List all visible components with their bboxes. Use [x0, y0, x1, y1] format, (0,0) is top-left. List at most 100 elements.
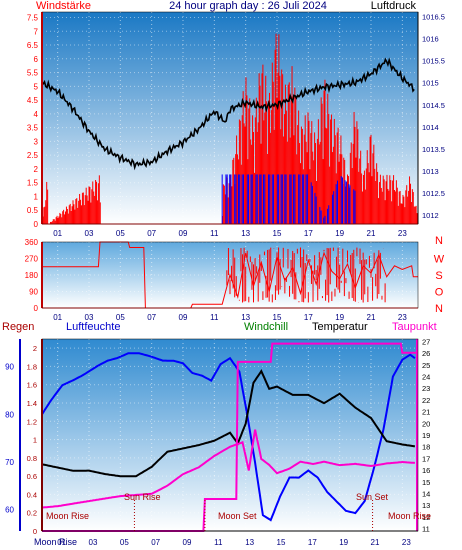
temperature-tick-label: 18	[422, 443, 430, 452]
hour-tick-label: 07	[151, 538, 160, 547]
pressure-tick-label: 1014	[422, 123, 439, 132]
rain-tick-label: 1.2	[27, 417, 37, 426]
hour-tick-label: 03	[85, 229, 94, 238]
hour-tick-label: 13	[241, 229, 250, 238]
hour-tick-label: 03	[89, 538, 98, 547]
temperature-tick-label: 15	[422, 478, 430, 487]
wind-tick-label: 6.5	[27, 41, 39, 50]
hour-tick-label: 05	[116, 313, 125, 322]
compass-label: O	[435, 287, 444, 299]
wind-tick-label: 1	[34, 192, 39, 201]
temperature-axis-title: Temperatur	[312, 321, 368, 333]
wind-tick-label: 0	[34, 220, 39, 229]
pressure-tick-label: 1016	[422, 35, 439, 44]
hour-tick-label: 11	[210, 229, 219, 238]
dewpoint-label: Taupunkt	[392, 321, 437, 333]
wind-tick-label: 3.5	[27, 124, 39, 133]
hour-tick-label: 23	[398, 313, 407, 322]
rain-tick-label: 0	[33, 527, 37, 536]
hour-tick-label: 23	[398, 229, 407, 238]
rain-tick-label: 1.4	[27, 399, 37, 408]
hour-tick-label: 03	[85, 313, 94, 322]
temperature-tick-label: 26	[422, 349, 430, 358]
moon-rise-label: Moon Rise	[46, 511, 89, 521]
temperature-tick-label: 24	[422, 372, 430, 381]
temperature-tick-label: 14	[422, 490, 430, 499]
temperature-tick-label: 19	[422, 431, 430, 440]
hour-tick-label: 01	[53, 313, 62, 322]
humidity-tick-label: 90	[5, 363, 14, 372]
pressure-tick-label: 1015.5	[422, 57, 445, 66]
temperature-tick-label: 13	[422, 501, 430, 510]
compass-label: W	[434, 254, 445, 266]
pressure-axis-title: Luftdruck	[371, 0, 417, 12]
temperature-tick-label: 23	[422, 384, 430, 393]
wind-tick-label: 2	[34, 165, 39, 174]
rain-tick-label: 1.6	[27, 381, 37, 390]
hour-tick-label: 17	[304, 313, 313, 322]
sun-rise-label: Sun Rise	[124, 492, 161, 502]
hour-tick-label: 13	[241, 313, 250, 322]
temperature-tick-label: 11	[422, 525, 430, 534]
hour-tick-label: 21	[371, 538, 380, 547]
temperature-tick-label: 16	[422, 466, 430, 475]
pressure-tick-label: 1012	[422, 211, 439, 220]
panel-frame	[41, 241, 419, 309]
compass-label: S	[435, 270, 442, 282]
temperature-humidity-panel	[42, 339, 418, 531]
hour-tick-label: 11	[214, 538, 223, 547]
wind-tick-label: 7	[34, 27, 39, 36]
humidity-axis-title: Luftfeuchte	[66, 321, 120, 333]
hour-tick-label: 07	[147, 313, 156, 322]
wind-tick-label: 3	[34, 137, 39, 146]
panel-frame	[41, 338, 419, 532]
hour-tick-label: 15	[273, 229, 282, 238]
pressure-tick-label: 1013.5	[422, 145, 445, 154]
hour-tick-label: 09	[183, 538, 192, 547]
humidity-tick-label: 60	[5, 506, 14, 515]
rain-tick-label: 0.8	[27, 454, 37, 463]
temperature-tick-label: 20	[422, 419, 430, 428]
temperature-tick-label: 21	[422, 408, 430, 417]
hour-tick-label: 17	[304, 229, 313, 238]
humidity-line	[41, 352, 416, 522]
wind-direction-spikes	[226, 247, 386, 303]
hour-tick-label: 09	[179, 313, 188, 322]
pressure-tick-label: 1013	[422, 167, 439, 176]
rain-axis-title: Regen	[2, 321, 34, 333]
hour-tick-label: 01	[53, 229, 62, 238]
pressure-line	[41, 57, 415, 171]
moon-rise-label-2: Moon Rise	[388, 511, 431, 521]
dewpoint-line	[41, 429, 415, 509]
pressure-tick-label: 1012.5	[422, 189, 445, 198]
wind-tick-label: 4	[34, 110, 39, 119]
direction-tick-label: 270	[25, 255, 39, 264]
hour-tick-label: 21	[367, 229, 376, 238]
rain-tick-label: 1	[33, 436, 37, 445]
rain-tick-label: 0.4	[27, 490, 37, 499]
hour-tick-label: 19	[339, 538, 348, 547]
humidity-tick-label: 70	[5, 458, 14, 467]
temperature-tick-label: 25	[422, 361, 430, 370]
hour-tick-label: 23	[402, 538, 411, 547]
humidity-tick-label: 80	[5, 410, 14, 419]
compass-label: N	[435, 303, 443, 315]
pressure-tick-label: 1016.5	[422, 12, 445, 21]
direction-tick-label: 360	[25, 238, 39, 247]
hour-tick-label: 19	[335, 229, 344, 238]
moon-set-label: Moon Set	[218, 511, 257, 521]
wind-tick-label: 6	[34, 55, 39, 64]
hour-tick-label: 21	[367, 313, 376, 322]
hour-tick-label: 09	[179, 229, 188, 238]
temperature-line	[41, 368, 416, 478]
rain-tick-label: 2	[33, 344, 37, 353]
direction-tick-label: 0	[34, 304, 39, 313]
wind-band-series	[221, 174, 356, 224]
wind-tick-label: 5.5	[27, 69, 39, 78]
wind-tick-label: 2.5	[27, 151, 39, 160]
graph-title: 24 hour graph day : 26 Juli 2024	[169, 0, 327, 12]
wind-tick-label: 5	[34, 82, 39, 91]
moon-rise-bottom-label: Moon Rise	[34, 537, 77, 547]
hour-tick-label: 13	[245, 538, 254, 547]
